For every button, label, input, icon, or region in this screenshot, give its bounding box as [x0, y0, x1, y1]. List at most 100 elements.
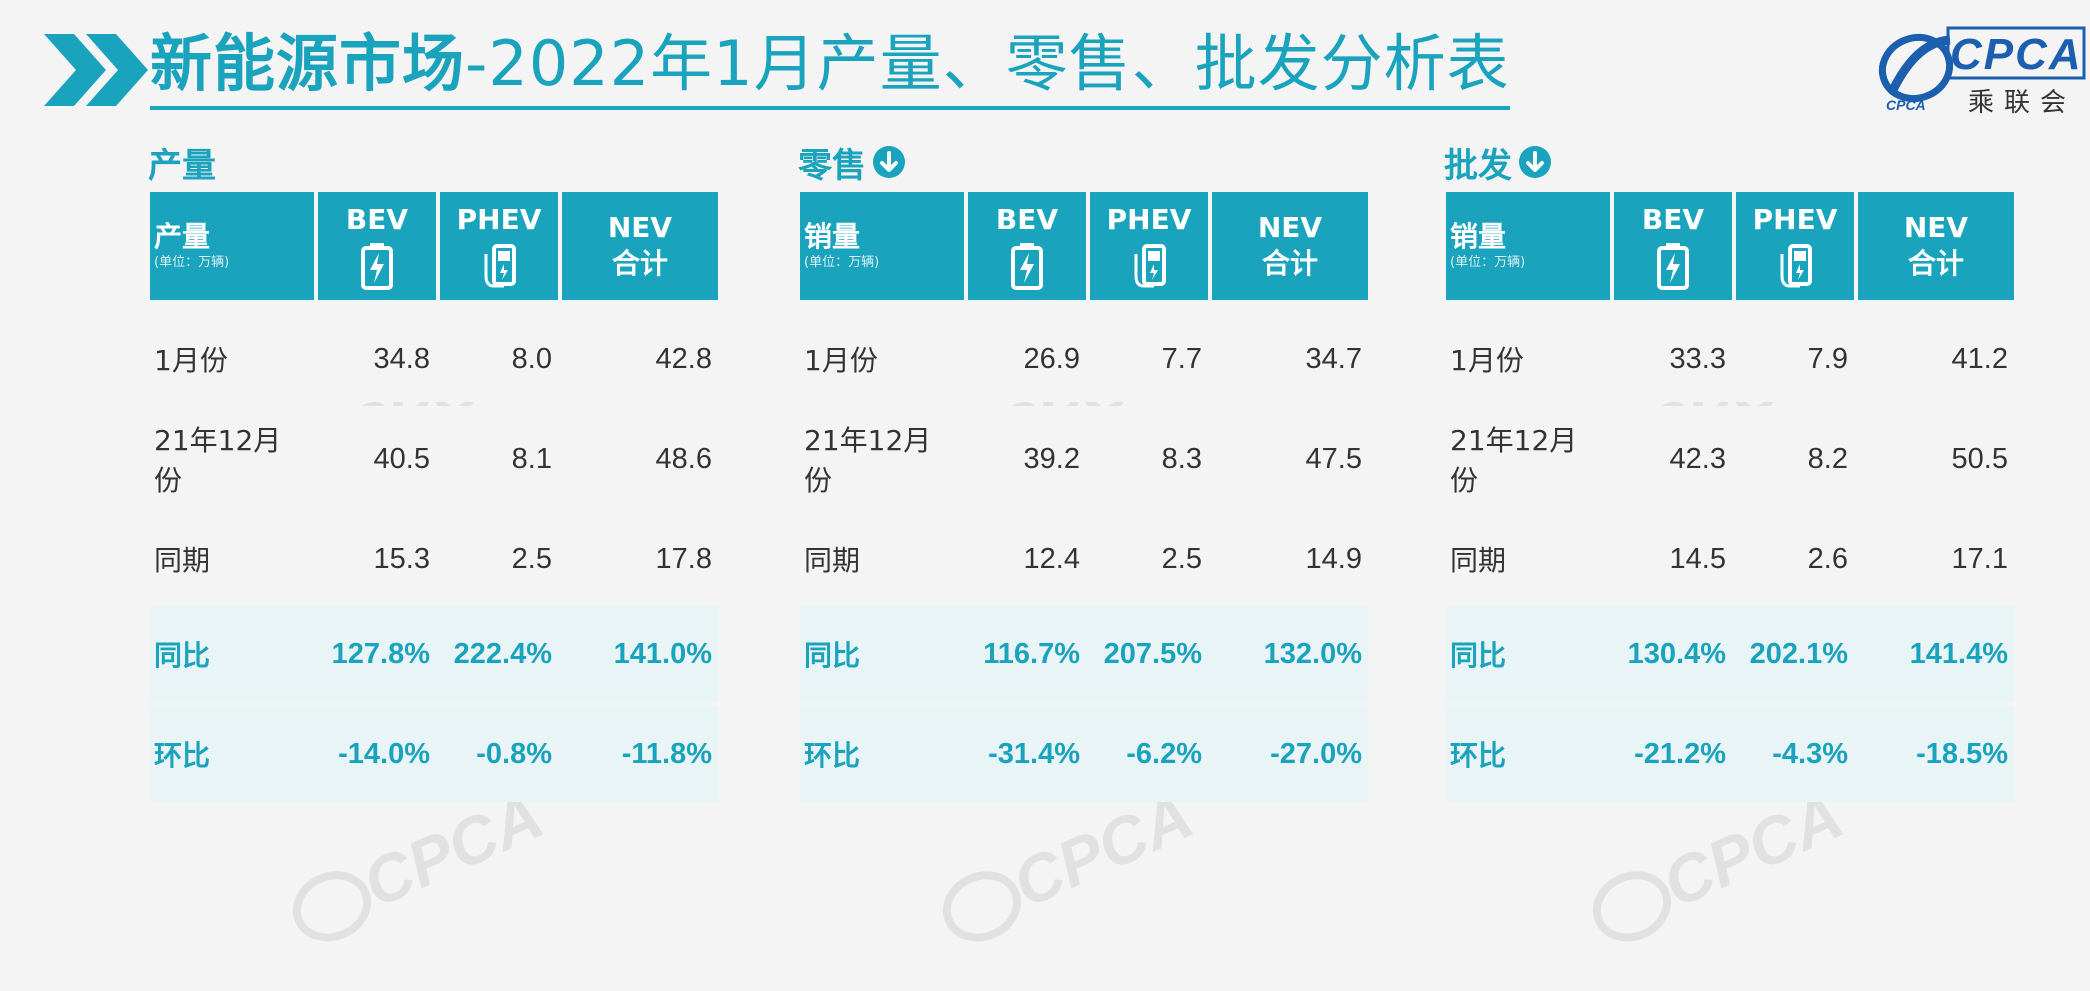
phev-value: -4.3% — [1772, 737, 1848, 770]
row-label: 同期 — [804, 544, 861, 577]
nev-value: 132.0% — [1263, 637, 1362, 670]
panel-title: 批发 — [1444, 140, 2014, 186]
header-bev: BEV — [995, 203, 1059, 236]
phev-value: 2.6 — [1807, 542, 1848, 575]
nev-value: 141.0% — [613, 637, 712, 670]
bev-value: -14.0% — [338, 737, 430, 770]
wholesale-panel: 批发 销量 (单位：万辆) BEV PHEV NEV 合计 1月份 33.3 7.9 41… — [1444, 140, 2014, 806]
table-row-mom: 环比 -14.0% -0.8% -11.8% — [150, 706, 718, 802]
battery-icon — [1657, 243, 1689, 290]
header-nev-cell: NEV 合计 — [1212, 192, 1368, 300]
arrow-down-circle-icon — [873, 146, 905, 178]
nev-value: -18.5% — [1916, 737, 2008, 770]
header-nev-total: 合计 — [1261, 247, 1318, 280]
phev-value: 2.5 — [1161, 542, 1202, 575]
phev-value: 8.3 — [1161, 442, 1202, 475]
chevron-double-right-icon — [44, 34, 148, 106]
phev-value: 8.0 — [511, 342, 552, 375]
nev-value: -11.8% — [621, 737, 712, 770]
header-label: 销量 — [804, 220, 861, 253]
nev-value: 34.7 — [1305, 342, 1362, 375]
battery-icon — [1011, 243, 1043, 290]
header-label: 产量 — [154, 220, 211, 253]
header-nev-cell: NEV 合计 — [1858, 192, 2014, 300]
phev-value: 207.5% — [1103, 637, 1202, 670]
table-row: 21年12月份 40.5 8.1 48.6 — [150, 406, 718, 502]
retail-panel: 零售 销量 (单位：万辆) BEV PHEV NEV 合计 1月份 26.9 7.7 34… — [798, 140, 1368, 806]
table-row: 同期 15.3 2.5 17.8 — [150, 506, 718, 602]
svg-text:CPCA: CPCA — [1886, 97, 1926, 113]
header-nev: NEV — [607, 211, 673, 244]
charger-icon — [1780, 244, 1812, 288]
charger-icon — [1134, 244, 1166, 288]
phev-value: 8.2 — [1807, 442, 1848, 475]
phev-value: -6.2% — [1126, 737, 1202, 770]
header-bev: BEV — [345, 203, 409, 236]
table-row-mom: 环比 -31.4% -6.2% -27.0% — [800, 706, 1368, 802]
table-header: 销量 (单位：万辆) BEV PHEV NEV 合计 — [800, 192, 1368, 300]
row-label: 1月份 — [804, 344, 878, 377]
header-phev: PHEV — [1106, 203, 1192, 236]
bev-value: 34.8 — [373, 342, 430, 375]
header-unit: (单位：万辆) — [804, 255, 880, 270]
bev-value: 39.2 — [1023, 442, 1080, 475]
header-label-cell: 产量 (单位：万辆) — [150, 192, 314, 300]
bev-value: 42.3 — [1669, 442, 1726, 475]
row-label: 环比 — [804, 739, 861, 772]
panel-title: 零售 — [798, 140, 1368, 186]
panel-title-text: 零售 — [798, 145, 866, 186]
row-label: 21年12月份 — [804, 424, 932, 497]
bev-value: 116.7% — [983, 637, 1080, 670]
table-row: 21年12月份 39.2 8.3 47.5 — [800, 406, 1368, 502]
bev-value: 14.5 — [1669, 542, 1726, 575]
bev-value: 127.8% — [331, 637, 430, 670]
header-label: 销量 — [1450, 220, 1507, 253]
bev-value: 33.3 — [1669, 342, 1726, 375]
logo-text: CPCA — [1950, 30, 2083, 79]
nev-value: 47.5 — [1305, 442, 1362, 475]
table-row: 1月份 34.8 8.0 42.8 — [150, 306, 718, 402]
logo-subtitle: 乘联会 — [1968, 88, 2077, 118]
row-label: 1月份 — [1450, 344, 1524, 377]
table-row: 21年12月份 42.3 8.2 50.5 — [1446, 406, 2014, 502]
nev-value: -27.0% — [1270, 737, 1362, 770]
header-unit: (单位：万辆) — [154, 255, 230, 270]
cpca-logo-icon: CPCA — [1878, 26, 2086, 113]
row-label: 同期 — [1450, 544, 1507, 577]
header-nev: NEV — [1257, 211, 1323, 244]
row-label: 21年12月份 — [154, 424, 282, 497]
header-nev-total: 合计 — [1907, 247, 1964, 280]
header-phev-cell: PHEV — [1090, 192, 1208, 300]
header-phev: PHEV — [1752, 203, 1838, 236]
table-row: 同期 12.4 2.5 14.9 — [800, 506, 1368, 602]
header-bev: BEV — [1641, 203, 1705, 236]
phev-value: 222.4% — [453, 637, 552, 670]
bev-value: 26.9 — [1023, 342, 1080, 375]
charger-icon — [484, 244, 516, 288]
table-row: 同期 14.5 2.6 17.1 — [1446, 506, 2014, 602]
table-row-mom: 环比 -21.2% -4.3% -18.5% — [1446, 706, 2014, 802]
nev-value: 48.6 — [655, 442, 712, 475]
phev-value: 7.9 — [1807, 342, 1848, 375]
row-label: 21年12月份 — [1450, 424, 1578, 497]
table-row-yoy: 同比 116.7% 207.5% 132.0% — [800, 606, 1368, 702]
nev-value: 14.9 — [1305, 542, 1362, 575]
production-panel: 产量 产量 (单位：万辆) BEV PHEV NEV 合计 1月份 34.8 8.0 42… — [148, 140, 718, 806]
header-bev-cell: BEV — [968, 192, 1086, 300]
header-nev: NEV — [1903, 211, 1969, 244]
header-bev-cell: BEV — [1614, 192, 1732, 300]
header-nev-total: 合计 — [611, 247, 668, 280]
phev-value: -0.8% — [476, 737, 552, 770]
nev-value: 17.1 — [1951, 542, 2008, 575]
table-row-yoy: 同比 127.8% 222.4% 141.0% — [150, 606, 718, 702]
nev-value: 17.8 — [655, 542, 712, 575]
header-label-cell: 销量 (单位：万辆) — [800, 192, 964, 300]
bev-value: 15.3 — [373, 542, 430, 575]
row-label: 同期 — [154, 544, 211, 577]
header-bev-cell: BEV — [318, 192, 436, 300]
row-label: 环比 — [154, 739, 211, 772]
header-phev-cell: PHEV — [1736, 192, 1854, 300]
page-title: 新能源市场-2022年1月产量、零售、批发分析表 — [150, 22, 1510, 110]
header-label-cell: 销量 (单位：万辆) — [1446, 192, 1610, 300]
row-label: 同比 — [154, 639, 211, 672]
